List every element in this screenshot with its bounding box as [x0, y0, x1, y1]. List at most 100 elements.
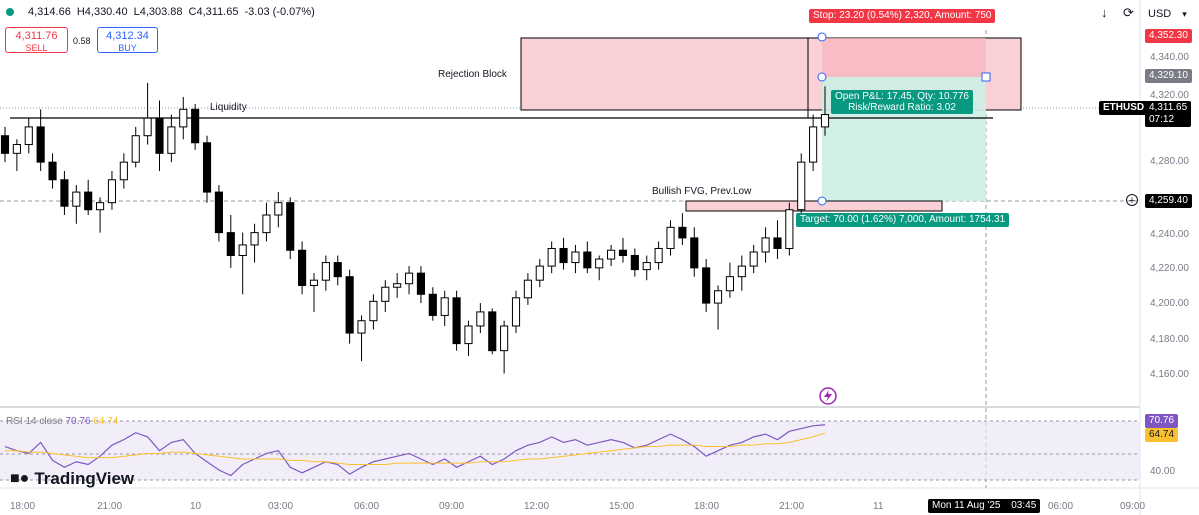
candle-body: [547, 247, 556, 267]
time-tick: 21:00: [779, 501, 805, 512]
candle-body: [131, 135, 140, 163]
candle-body: [500, 325, 509, 352]
countdown: 07:12: [1149, 114, 1175, 125]
candle-body: [36, 126, 45, 163]
candle-body: [48, 161, 57, 181]
target-price-flag: 4,259.40: [1145, 194, 1192, 208]
rsi-value: 70.76: [65, 416, 91, 427]
rsi-line: [4, 424, 826, 477]
candle-body: [155, 117, 164, 154]
time-tick: 15:00: [609, 501, 635, 512]
candle-body: [583, 251, 592, 269]
price-tick: 4,280.00: [1150, 156, 1189, 167]
symbol-flag: ETHUSD: [1099, 101, 1149, 115]
time-tick: 18:00: [10, 501, 36, 512]
stop-zone: [822, 38, 986, 77]
candle-body: [72, 191, 81, 207]
candle-body: [428, 293, 437, 316]
candle-body: [238, 244, 247, 257]
open-value: 4,314.66: [28, 6, 71, 18]
candle-body: [725, 276, 734, 292]
currency-value: USD: [1148, 8, 1172, 20]
candle-body: [274, 202, 283, 216]
candle-body: [702, 267, 711, 304]
rsi-axis-flag: 70.76: [1145, 414, 1179, 428]
candle-body: [535, 265, 544, 281]
candle-body: [690, 237, 699, 269]
spread-value: 0.58: [73, 36, 91, 46]
candle-body: [607, 249, 616, 260]
candle-body: [167, 126, 176, 154]
candle-body: [84, 191, 93, 211]
buy-price: 4,312.34: [106, 30, 149, 42]
last-price-flag: 4,311.65 07:12: [1145, 101, 1192, 127]
candle-body: [761, 237, 770, 253]
rsi-label: RSI 14 close: [6, 416, 63, 427]
candle-body: [678, 226, 687, 239]
crosshair-date: Mon 11 Aug '25: [932, 500, 1001, 511]
rsi-ma-value: 64.74: [93, 416, 119, 427]
candle-body: [737, 265, 746, 278]
candle-body: [654, 247, 663, 264]
candle-body: [143, 117, 152, 137]
candles-group: [0, 82, 830, 374]
candle-body: [642, 262, 651, 271]
candle-body: [333, 262, 342, 278]
time-tick: 12:00: [524, 501, 550, 512]
time-tick: 03:00: [268, 501, 294, 512]
time-tick: 06:00: [1048, 501, 1074, 512]
high-value: H4,330.40: [76, 6, 128, 18]
candle-body: [404, 272, 414, 285]
candle-body: [511, 297, 521, 327]
candle-body: [666, 226, 675, 249]
candle-body: [452, 297, 461, 345]
arrow-down-icon[interactable]: ↓: [1101, 5, 1108, 20]
sell-button[interactable]: 4,311.76 SELL: [5, 27, 68, 53]
candle-body: [440, 297, 449, 316]
crosshair-time: 03:45: [1011, 500, 1037, 511]
candle-body: [309, 279, 319, 286]
candle-body: [785, 209, 794, 249]
stop-price-flag: 4,352.30: [1145, 29, 1192, 43]
tradingview-logo: ■● TradingView: [10, 469, 134, 489]
time-tick: 06:00: [354, 501, 380, 512]
chevron-down-icon: ▾: [1182, 9, 1187, 19]
currency-select[interactable]: USD ▾: [1142, 5, 1194, 23]
add-order-icon[interactable]: +: [1126, 194, 1138, 207]
candle-body: [262, 214, 271, 234]
low-value: L4,303.88: [133, 6, 183, 18]
candle-body: [713, 290, 723, 304]
candle-body: [96, 202, 105, 211]
candle-body: [60, 179, 69, 207]
candle-body: [357, 320, 366, 334]
liquidity-label: Liquidity: [210, 102, 247, 113]
candle-body: [381, 286, 390, 302]
candle-body: [773, 237, 782, 249]
rsi-band: [0, 421, 1140, 480]
stop-label: Stop: 23.20 (0.54%) 2,320, Amount: 750: [809, 9, 996, 23]
candle-body: [476, 311, 485, 327]
price-tick: 4,200.00: [1150, 298, 1189, 309]
logo-text: TradingView: [34, 469, 135, 488]
candle-body: [286, 202, 295, 251]
candle-body: [191, 108, 200, 144]
sell-label: SELL: [25, 43, 48, 53]
target-label: Target: 70.00 (1.62%) 7,000, Amount: 175…: [796, 213, 1010, 227]
candle-body: [559, 247, 568, 264]
candle-body: [523, 279, 532, 299]
pnl-badge: Open P&L: 17.45, Qty: 10.776 Risk/Reward…: [831, 90, 973, 114]
buy-button[interactable]: 4,312.34 BUY: [97, 27, 158, 53]
refresh-icon[interactable]: ⟳: [1123, 5, 1134, 20]
candle-body: [298, 249, 307, 286]
pnl-line-1: Open P&L: 17.45, Qty: 10.776: [835, 91, 969, 102]
candle-body: [488, 311, 497, 352]
ohlc-legend: 4,314.66 H4,330.40 L4,303.88 C4,311.65 -…: [6, 6, 315, 18]
rsi-axis-tick: 40.00: [1150, 466, 1176, 477]
pnl-line-2: Risk/Reward Ratio: 3.02: [848, 102, 956, 113]
price-tick: 4,160.00: [1150, 369, 1189, 380]
price-tick: 4,220.00: [1150, 263, 1189, 274]
candle-body: [321, 262, 330, 281]
candle-body: [12, 144, 21, 154]
